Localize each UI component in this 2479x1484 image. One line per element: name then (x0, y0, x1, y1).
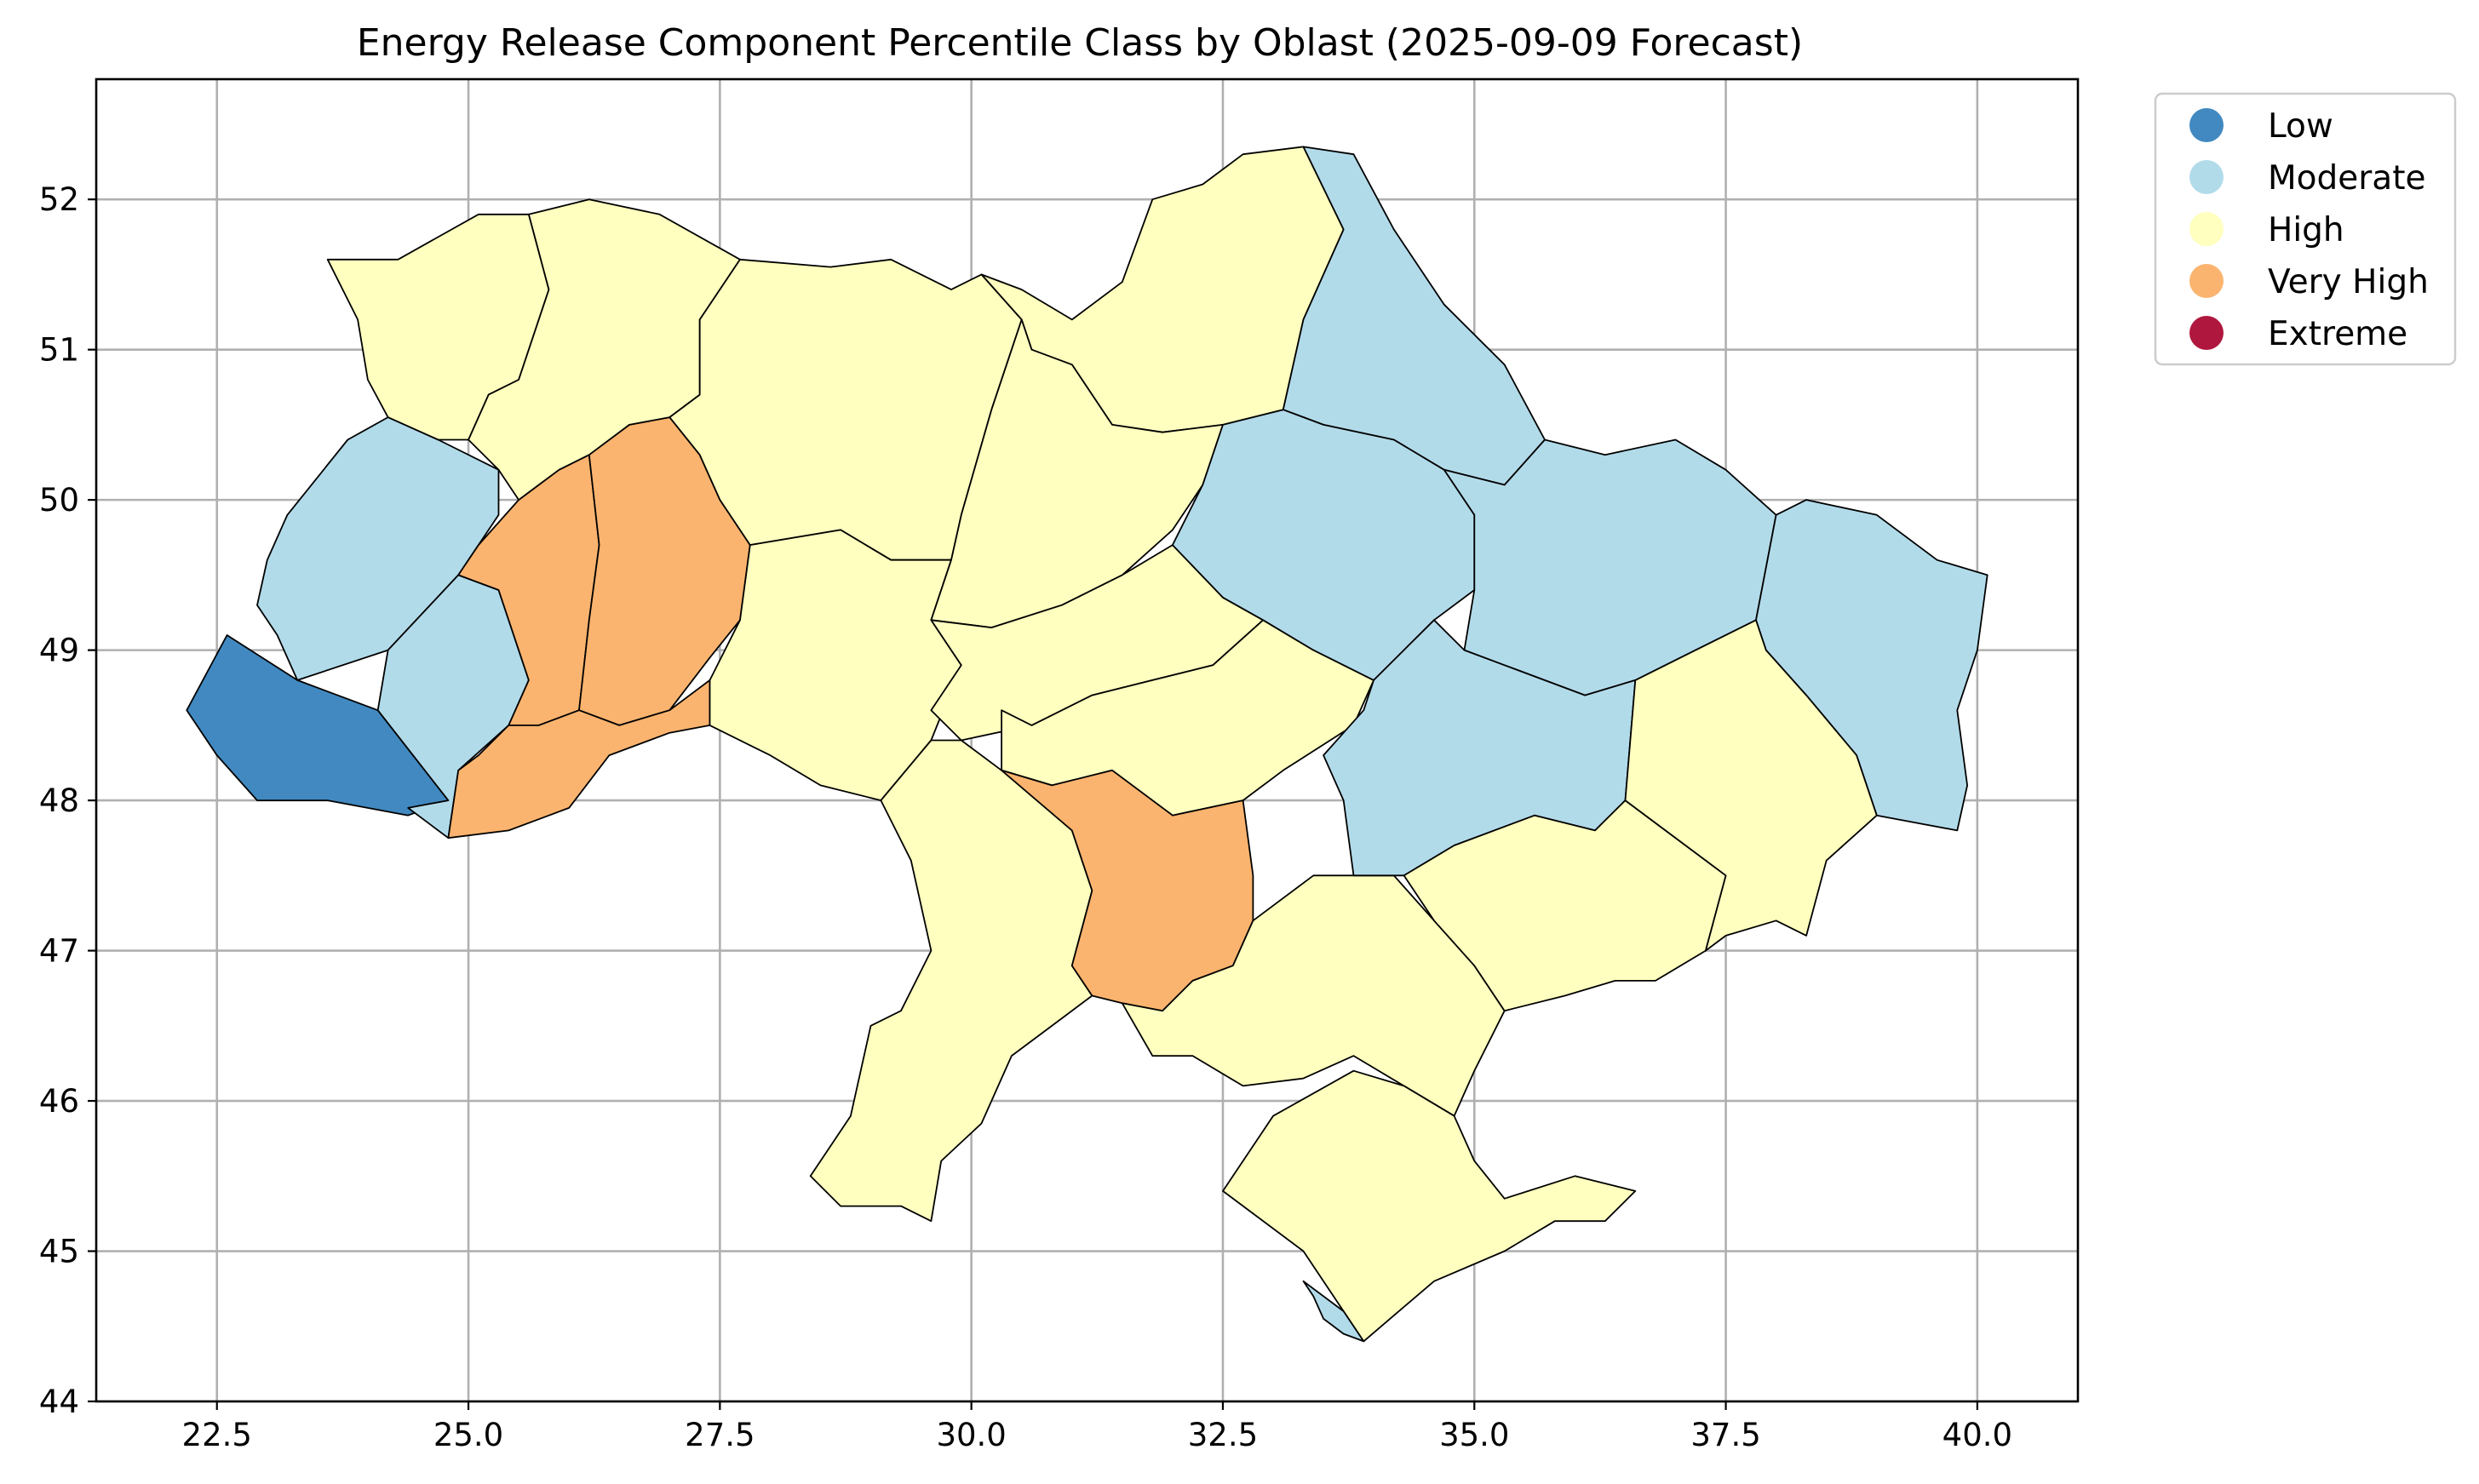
y-tick-label-1: 45 (39, 1234, 79, 1270)
legend: Low Moderate High Very High Extreme (2154, 92, 2457, 366)
legend-label-2: High (2268, 211, 2344, 249)
legend-label-3: Very High (2268, 263, 2429, 301)
legend-items: Low Moderate High Very High Extreme (2189, 107, 2429, 353)
oblast-region-17 (1222, 1069, 1637, 1343)
x-tick-label-3: 30.0 (936, 1417, 1006, 1453)
y-tick-label-3: 47 (39, 933, 79, 970)
y-tick-label-4: 48 (39, 782, 79, 819)
oblast-region-11 (930, 318, 1224, 628)
y-tick-label-6: 50 (39, 482, 79, 519)
legend-label-4: Extreme (2268, 315, 2407, 353)
oblast-region-18 (1302, 1280, 1365, 1343)
x-tick-label-0: 22.5 (182, 1417, 252, 1453)
axes-frame (95, 77, 2080, 1403)
legend-marker-3 (2189, 264, 2224, 298)
x-tick-label-2: 27.5 (685, 1417, 755, 1453)
oblast-region-7 (468, 198, 741, 501)
x-tick-label-4: 32.5 (1188, 1417, 1258, 1453)
y-tick-label-7: 51 (39, 332, 79, 369)
x-tick-label-7: 40.0 (1942, 1417, 2012, 1453)
legend-label-1: Moderate (2268, 159, 2425, 198)
oblast-regions (186, 146, 1988, 1343)
oblast-region-1 (256, 416, 500, 681)
oblast-region-25 (1624, 619, 1878, 952)
axis-ticks: 22.5 25.0 27.5 30.0 32.5 35.0 37.5 40.0 44 45 46 47… (39, 181, 2012, 1453)
legend-marker-1 (2189, 160, 2224, 194)
x-tick-label-5: 35.0 (1439, 1417, 1509, 1453)
y-tick-label-2: 46 (39, 1083, 79, 1120)
x-tick-label-1: 25.0 (433, 1417, 503, 1453)
legend-marker-2 (2189, 212, 2224, 246)
y-tick-label-0: 44 (39, 1384, 79, 1420)
legend-marker-0 (2189, 108, 2224, 142)
y-tick-label-5: 49 (39, 633, 79, 669)
legend-marker-4 (2189, 316, 2224, 350)
chart-title: Energy Release Component Percentile Clas… (357, 21, 1803, 65)
x-tick-label-6: 37.5 (1690, 1417, 1760, 1453)
legend-frame (2154, 92, 2457, 366)
legend-label-0: Low (2268, 107, 2333, 146)
y-tick-label-8: 52 (39, 181, 79, 218)
